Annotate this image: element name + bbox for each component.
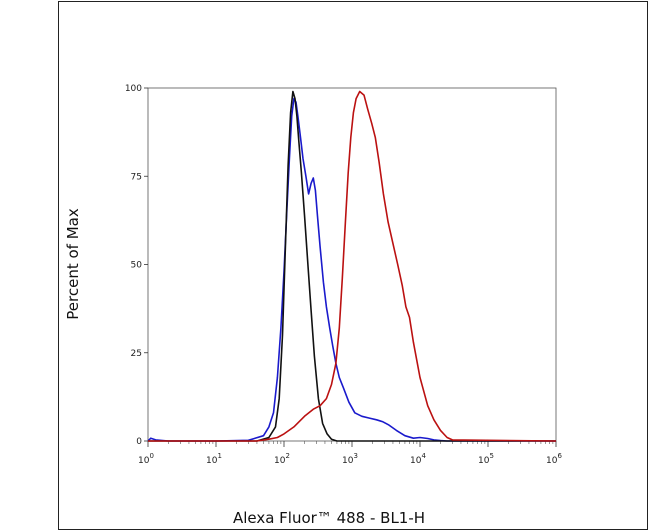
x-tick-base: 10 [138,456,150,466]
x-tick-label: 103 [342,452,358,466]
y-tick-label: 100 [125,84,142,94]
y-tick-label: 0 [136,437,142,447]
plot-area [147,87,557,442]
x-tick-label: 106 [546,452,562,466]
x-tick-base: 10 [410,456,422,466]
x-axis-title: Alexa Fluor™ 488 - BL1-H [233,509,425,527]
x-tick-base: 10 [546,456,558,466]
y-axis-title: Percent of Max [64,208,82,320]
x-tick-base: 10 [342,456,354,466]
x-axis: 100 101 102 103 104 105 106 [138,441,562,466]
series-line-0 [147,97,556,442]
series-line-1 [148,90,556,442]
x-tick-label: 105 [478,452,494,466]
x-tick-label: 104 [410,452,426,466]
x-tick-exponent: 4 [421,452,426,460]
x-tick-label: 100 [138,452,154,466]
x-tick-base: 10 [274,456,286,466]
x-tick-exponent: 6 [557,452,562,460]
x-tick-exponent: 5 [489,452,493,460]
x-tick-exponent: 0 [149,452,153,460]
y-tick-label: 50 [131,261,143,271]
x-tick-exponent: 2 [285,452,289,460]
x-tick-label: 102 [274,452,290,466]
x-tick-label: 101 [206,452,222,466]
series-line-2 [148,90,557,442]
plot-frame: 0 25 50 75 100 100 101 102 103 104 105 106 Percent… [58,1,648,530]
y-tick-label: 25 [131,349,142,359]
x-tick-base: 10 [206,456,218,466]
x-tick-exponent: 3 [353,452,357,460]
y-axis: 0 25 50 75 100 [125,84,148,447]
x-tick-base: 10 [478,456,490,466]
series-layer [147,90,557,442]
x-tick-exponent: 1 [217,452,221,460]
y-tick-label: 75 [131,172,142,182]
